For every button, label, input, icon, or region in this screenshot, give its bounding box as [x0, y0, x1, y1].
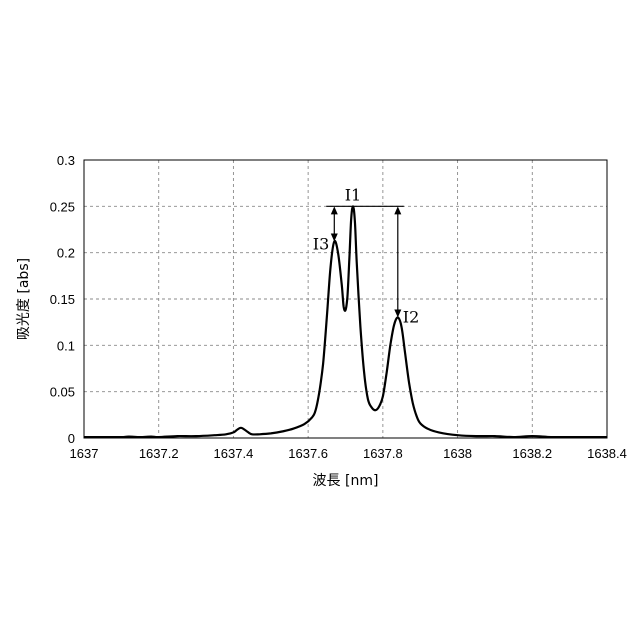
tick-labels: 1637 1637.2 1637.4 1637.6 1637.8 1638 1638.2 16… — [50, 153, 627, 461]
x-tick-label: 1638 — [443, 446, 472, 461]
x-tick-label: 1637.6 — [288, 446, 328, 461]
y-tick-label: 0.15 — [50, 292, 75, 307]
x-tick-label: 1637.4 — [214, 446, 254, 461]
absorbance-curve — [84, 206, 607, 437]
y-tick-label: 0.05 — [50, 385, 75, 400]
i3-label: I3 — [313, 235, 330, 254]
y-axis-title: 吸光度 [abs] — [16, 258, 32, 340]
y-tick-label: 0.25 — [50, 199, 75, 214]
i2-arrow — [394, 206, 401, 317]
y-tick-label: 0 — [68, 431, 75, 446]
y-tick-label: 0.3 — [57, 153, 75, 168]
x-tick-label: 1638.2 — [512, 446, 552, 461]
x-tick-label: 1637.8 — [363, 446, 403, 461]
y-tick-label: 0.1 — [57, 338, 75, 353]
i2-label: I2 — [403, 308, 420, 327]
x-axis-title: 波長 [nm] — [313, 473, 379, 489]
x-tick-label: 1637 — [70, 446, 99, 461]
x-tick-label: 1637.2 — [139, 446, 179, 461]
i1-label: I1 — [345, 185, 362, 204]
x-tick-label: 1638.4 — [587, 446, 627, 461]
y-tick-label: 0.2 — [57, 246, 75, 261]
i3-arrow — [331, 206, 338, 241]
